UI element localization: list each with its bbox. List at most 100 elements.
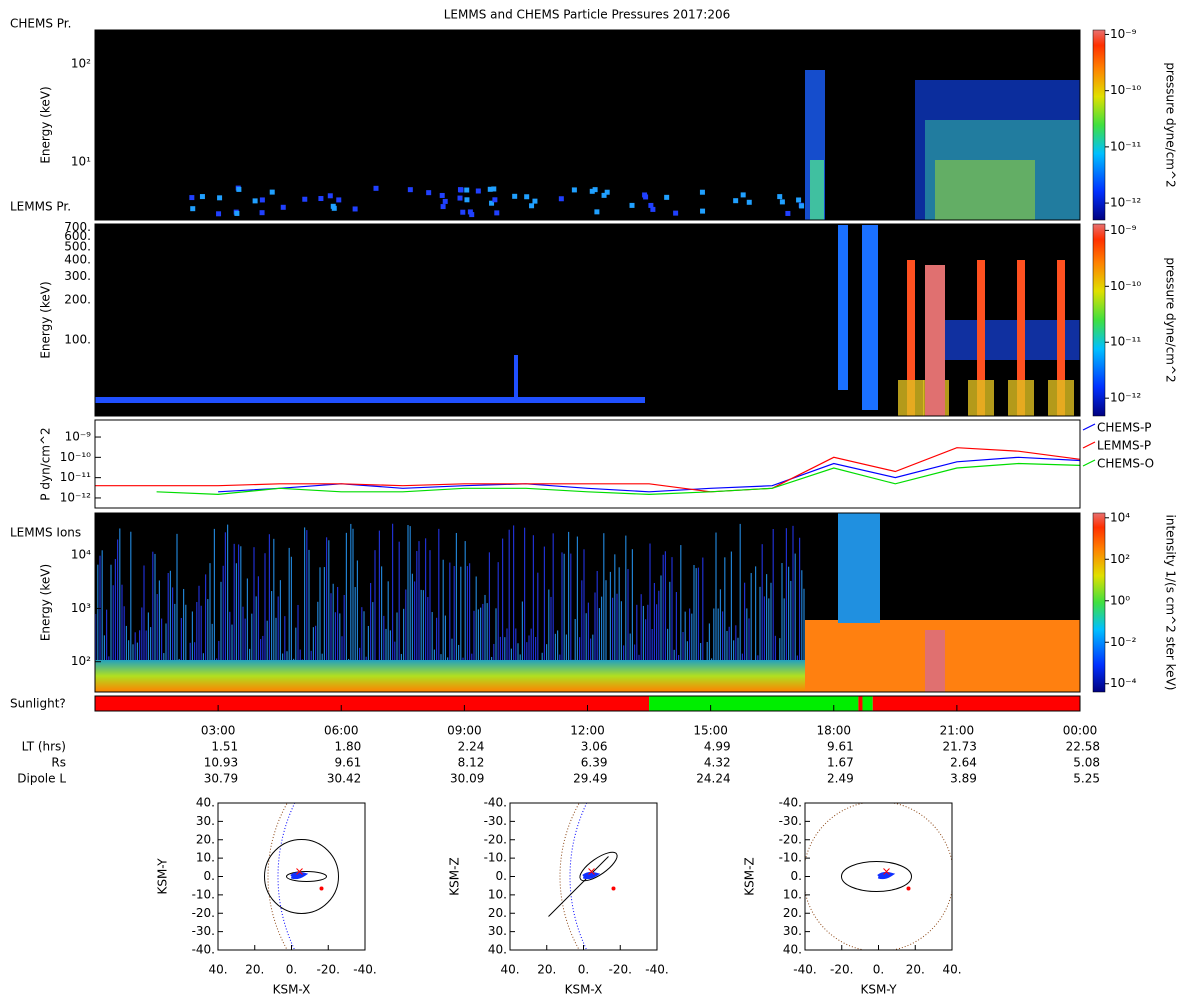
- spectrogram-cell: [352, 528, 354, 677]
- spectrogram-cell: [671, 557, 673, 677]
- spectrogram-cell: [777, 194, 783, 200]
- spectrogram-cell: [464, 541, 466, 677]
- spectrogram-cell: [656, 604, 658, 677]
- spectrogram-cell: [1048, 380, 1074, 416]
- spectrogram-cell: [350, 523, 352, 677]
- spacecraft-mark: [883, 868, 890, 875]
- y-axis-label: KSM-Z: [743, 857, 757, 895]
- spectrogram-cell: [327, 193, 333, 199]
- spectrogram-cell: [136, 642, 138, 677]
- y-tick-label: 30.: [196, 814, 215, 828]
- spectrogram-cell: [488, 552, 490, 677]
- spectrogram-cell: [513, 525, 515, 677]
- spectrogram-cell: [449, 562, 451, 677]
- orbit-shapes: [264, 803, 339, 950]
- spectrogram-cell: [403, 608, 405, 677]
- spectrogram-cell: [354, 587, 356, 677]
- spectrogram-cell: [466, 566, 468, 677]
- spectrogram-cell: [328, 540, 330, 677]
- spectrogram-cell: [642, 605, 644, 677]
- x-tick-label: -40.: [645, 963, 668, 977]
- spectrogram-cell: [370, 582, 372, 677]
- spectrogram-cell: [341, 636, 343, 677]
- spectrogram-cell: [528, 635, 530, 677]
- spectrogram-cell: [783, 598, 785, 677]
- x-tick-label: 03:00: [201, 724, 236, 738]
- spectrogram-cell: [601, 596, 603, 677]
- spectrogram-cell: [728, 626, 730, 677]
- spectrogram-cell: [532, 535, 534, 677]
- x-tick-label: 00:00: [1063, 724, 1098, 738]
- spectrogram-cell: [385, 628, 387, 677]
- spectrogram-cell: [667, 628, 669, 677]
- spectrogram-cell: [724, 557, 726, 677]
- spectrogram-cell: [512, 193, 518, 199]
- y-tick-label: 10⁻⁹: [65, 430, 92, 444]
- spectrogram-cell: [609, 571, 611, 677]
- spectrogram-cell: [521, 601, 523, 677]
- colorbar: [1092, 223, 1106, 417]
- spectrogram-cell: [420, 589, 422, 677]
- spectrogram-cell: [925, 265, 945, 416]
- y-axis-label: Energy (keV): [39, 86, 53, 163]
- y-tick-label: -10.: [779, 851, 802, 865]
- ephemeris-value: 3.06: [581, 740, 608, 754]
- spectrogram-cell: [722, 611, 724, 677]
- ephemeris-value: 10.93: [204, 756, 238, 770]
- spectrogram-cell: [648, 202, 654, 208]
- spectrogram-cell: [748, 618, 750, 677]
- y-tick-label: 0.: [204, 869, 215, 883]
- y-tick-label: 300.: [64, 269, 91, 283]
- spectrogram-cell: [550, 596, 552, 677]
- spectrogram-cell: [605, 580, 607, 677]
- spectrogram-cell: [930, 320, 1080, 360]
- spectrogram-cell: [492, 197, 498, 203]
- colorbar-tick-label: 10⁻¹¹: [1110, 139, 1141, 153]
- spectrogram-cell: [664, 551, 666, 677]
- spectrogram-cell: [733, 640, 735, 677]
- sunlight-segment: [862, 696, 873, 711]
- spectrogram-cell: [779, 638, 781, 677]
- spectrogram-cell: [616, 593, 618, 677]
- panel-label: CHEMS Pr.: [10, 17, 71, 31]
- spectrogram-cell: [643, 194, 649, 200]
- spectrogram-cell: [761, 544, 763, 677]
- spectrogram-cell: [601, 192, 607, 198]
- spectrogram-cell: [356, 560, 358, 677]
- y-tick-label: -10.: [192, 887, 215, 901]
- spectrogram-cell: [603, 533, 605, 677]
- spectrogram-cell: [312, 627, 314, 677]
- spectrogram-cell: [123, 606, 125, 677]
- spectrogram-cell: [439, 192, 445, 198]
- spectrogram-cell: [119, 528, 121, 677]
- y-tick-label: -40.: [779, 796, 802, 810]
- y-tick-label: 200.: [64, 293, 91, 307]
- panel-label: LEMMS Pr.: [10, 200, 71, 214]
- spectrogram-cell: [907, 260, 915, 416]
- spectrogram-cell: [114, 558, 116, 677]
- spectrogram-cell: [378, 530, 380, 677]
- spectrogram-cell: [224, 532, 226, 677]
- spectrogram-cell: [233, 543, 235, 677]
- spectrogram-cell: [227, 524, 229, 677]
- x-tick-label: -20.: [830, 963, 853, 977]
- ephemeris-value: 8.12: [458, 756, 485, 770]
- legend-swatch: [1082, 459, 1096, 467]
- spectrogram-cell: [699, 189, 705, 195]
- spectrogram-cell: [803, 588, 805, 677]
- spectrogram-cell: [244, 618, 246, 677]
- spectrogram-cell: [373, 185, 379, 191]
- spectrogram-cell: [455, 532, 457, 677]
- spectrogram-cell: [838, 225, 848, 390]
- spectrogram-cell: [788, 566, 790, 677]
- y-tick-label: -40.: [192, 943, 215, 957]
- ephemeris-label: Rs: [51, 756, 66, 770]
- spectrogram-cell: [396, 612, 398, 677]
- spectrogram-cell: [103, 635, 105, 677]
- y-tick-label: 500.: [64, 240, 91, 254]
- spectrogram-cell: [925, 630, 945, 692]
- spectrogram-cell: [200, 605, 202, 677]
- ephemeris-value: 1.80: [335, 740, 362, 754]
- spectrogram-cell: [558, 196, 564, 202]
- y-tick-label: 10.: [196, 851, 215, 865]
